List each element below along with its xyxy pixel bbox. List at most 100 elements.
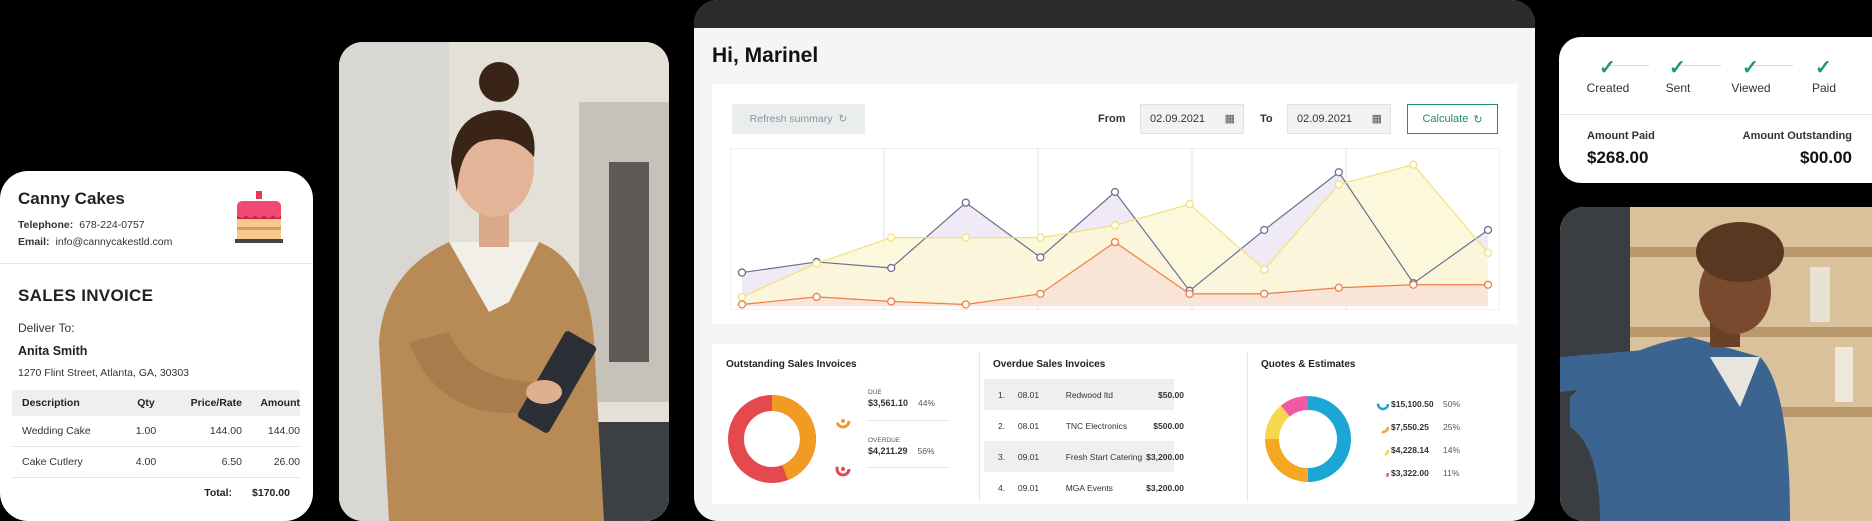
row-amount: $3,200.00 [1146,482,1184,493]
data-point[interactable] [1483,248,1493,257]
quote-ring-icon [1376,420,1390,434]
amount-paid-value: $268.00 [1587,148,1649,167]
cell: 4.00 [135,456,157,468]
data-point[interactable] [887,263,896,273]
divider [1247,352,1248,502]
quote-percent: 50% [1443,399,1461,409]
cell: 26.00 [273,456,300,468]
step-created: Created [1586,81,1630,95]
progress-connector [1609,65,1649,66]
sales-invoice-card: Canny Cakes Telephone: 678-224-0757 Email… [0,171,313,521]
photo-illustration [339,42,669,521]
greeting-heading: Hi, Marinel [712,44,819,67]
table-row[interactable]: 2. 08.01 TNC Electronics $500.00 [984,410,1184,441]
data-point[interactable] [737,268,747,277]
data-point[interactable] [887,297,896,306]
data-point[interactable] [1036,233,1045,242]
step-paid: Paid [1811,81,1837,95]
data-point[interactable] [1483,280,1493,289]
dashboard-window: Hi, Marinel Refresh summary ↻ From 02.09… [694,0,1535,521]
data-point[interactable] [961,198,970,207]
data-point[interactable] [1334,168,1343,177]
company-name: Canny Cakes [18,189,125,208]
data-point[interactable] [1483,225,1493,235]
check-icon: ✓ [1815,57,1832,79]
cell: 144.00 [209,425,242,437]
table-row[interactable]: 4. 09.01 MGA Events $3,200.00 [984,472,1184,503]
quote-ring-icon [1376,443,1390,457]
data-point[interactable] [1334,180,1343,189]
invoice-title: SALES INVOICE [18,286,154,305]
table-row[interactable]: 1. 08.01 Redwood ltd $50.00 [984,379,1184,410]
data-point[interactable] [961,300,970,309]
man-at-shelf-photo [1560,207,1872,521]
data-point[interactable] [812,292,821,302]
calendar-icon[interactable]: ▦ [1371,113,1382,125]
calculate-button[interactable]: Calculate ↻ [1407,104,1498,134]
row-number: 4. [998,482,1006,493]
cell: Wedding Cake [22,425,91,437]
data-point[interactable] [737,292,747,302]
refresh-icon: ↻ [1473,113,1483,126]
woman-with-tablet-photo [339,42,669,521]
from-date-field[interactable]: 02.09.2021 ▦ [1140,104,1244,134]
invoice-status-card: ✓ ✓ ✓ ✓ Created Sent Viewed Paid Amount … [1559,37,1872,183]
row-name: Redwood ltd [1065,389,1113,400]
to-date-field[interactable]: 02.09.2021 ▦ [1287,104,1391,134]
total-value: $170.00 [252,487,290,499]
step-sent: Sent [1665,81,1691,95]
cell: 1.00 [135,425,157,437]
window-title-bar [694,0,1535,28]
data-point[interactable] [887,233,896,242]
divider [1559,114,1872,115]
step-viewed: Viewed [1731,81,1771,95]
data-point[interactable] [1185,289,1194,298]
email-value: info@cannycakestld.com [55,236,173,248]
data-point[interactable] [1036,253,1045,262]
calendar-icon[interactable]: ▦ [1224,113,1235,125]
data-point[interactable] [737,300,747,309]
quote-ring-icon [1376,466,1390,480]
overdue-value: $4,211.29 [868,446,908,456]
refresh-icon: ↻ [838,113,848,125]
column-header: Qty [137,397,155,409]
data-point[interactable] [961,233,970,242]
data-point[interactable] [1409,280,1418,289]
quote-percent: 11% [1443,468,1460,478]
column-header: Amount [260,397,300,409]
email-line: Email: info@cannycakestld.com [18,236,172,248]
divider [0,263,313,264]
quote-value: $4,228.14 [1391,445,1429,455]
row-date: 08.01 [1017,420,1040,431]
row-date: 08.01 [1017,389,1040,400]
quote-percent: 14% [1443,445,1461,455]
quote-value: $3,322.00 [1391,468,1429,478]
data-point[interactable] [1110,221,1120,230]
data-point[interactable] [812,259,821,268]
table-row: Wedding Cake 1.00 144.00 144.00 [12,416,300,447]
data-point[interactable] [1110,238,1120,247]
check-icon: ✓ [1599,57,1616,79]
quote-value: $15,100.50 [1391,399,1434,409]
row-date: 09.01 [1017,451,1040,462]
data-point[interactable] [1334,283,1343,292]
refresh-summary-label: Refresh summary [749,113,833,125]
from-date-value: 02.09.2021 [1150,113,1206,125]
quote-percent: 25% [1443,422,1461,432]
data-point[interactable] [1260,225,1269,235]
deliver-to-label: Deliver To: [18,321,75,335]
data-point[interactable] [1110,187,1120,197]
data-point[interactable] [1260,289,1269,298]
data-point[interactable] [1036,289,1045,298]
refresh-summary-button[interactable]: Refresh summary ↻ [732,104,865,134]
data-point[interactable] [1185,200,1194,209]
telephone-line: Telephone: 678-224-0757 [18,219,145,231]
list-item: $15,100.50 50% [1391,392,1460,416]
data-point[interactable] [1409,160,1418,169]
telephone-value: 678-224-0757 [79,219,145,231]
data-point[interactable] [1260,265,1269,274]
due-ring-icon [835,413,851,429]
list-item: $7,550.25 25% [1391,415,1460,439]
table-row[interactable]: 3. 09.01 Fresh Start Catering $3,200.00 [984,441,1184,472]
amount-outstanding-label: Amount Outstanding [1742,130,1852,142]
